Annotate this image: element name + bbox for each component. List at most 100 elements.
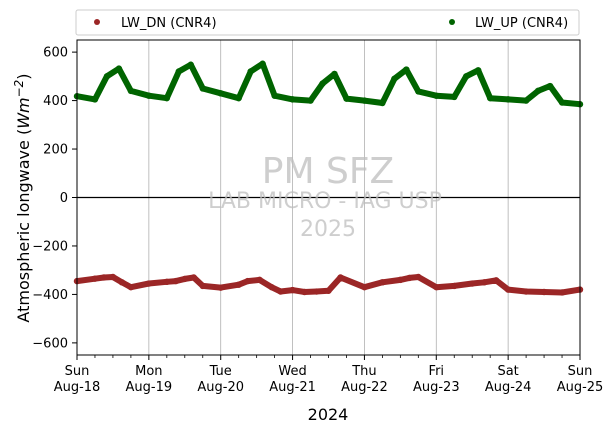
lw-up-point xyxy=(91,96,99,103)
x-tick-date: Aug-19 xyxy=(126,380,173,395)
lw-up-point xyxy=(475,67,482,74)
legend: LW_DN (CNR4) LW_UP (CNR4) xyxy=(75,9,580,36)
x-tick-date: Aug-22 xyxy=(341,380,388,395)
x-tick-day: Mon xyxy=(135,364,162,379)
lw-dn-point xyxy=(522,288,530,295)
lw-dn-point xyxy=(100,274,108,281)
lw-up-point xyxy=(235,94,242,102)
y-axis-label-text: Atmospheric longwave ( xyxy=(14,129,33,323)
lw-up-point xyxy=(187,61,194,68)
lw-up-point xyxy=(391,75,398,82)
lw-dn-point xyxy=(325,287,332,294)
x-tick-date: Aug-21 xyxy=(269,380,316,395)
watermark-subtitle: LAB MICRO - IAG USP xyxy=(208,189,442,214)
lw-dn-point xyxy=(118,279,126,286)
y-axis-label-exponent: −2 xyxy=(12,80,26,98)
y-axis: −600 −400 −200 0 200 400 600 xyxy=(32,46,77,351)
lw-dn-point xyxy=(301,288,308,296)
lw-up-point xyxy=(433,92,440,99)
lw-up-point xyxy=(343,95,350,102)
lw-dn-point xyxy=(480,279,488,286)
watermark-year: 2025 xyxy=(300,217,356,242)
lw-up-point xyxy=(486,94,494,102)
lw-dn-point xyxy=(397,276,404,284)
lw-dn-point xyxy=(433,283,440,291)
lw-dn-point xyxy=(289,286,296,294)
lw-up-point xyxy=(451,93,458,101)
lw-up-point xyxy=(175,68,182,75)
lw-up-point xyxy=(558,99,566,106)
legend-label-lw-dn: LW_DN (CNR4) xyxy=(121,16,217,31)
x-tick-label: Wed Aug-21 xyxy=(269,364,316,395)
lw-up-point xyxy=(271,92,278,99)
lw-up-point xyxy=(415,88,422,95)
lw-dn-point xyxy=(361,283,368,291)
lw-dn-point xyxy=(337,274,344,281)
y-axis-label-close: ) xyxy=(14,73,33,79)
lw-up-point xyxy=(522,97,530,104)
x-tick-day: Sat xyxy=(497,364,518,379)
x-tick-day: Sun xyxy=(65,364,90,379)
x-tick-label: Thu Aug-22 xyxy=(341,364,388,395)
lw-up-point xyxy=(319,80,326,87)
lw-up-point xyxy=(163,94,171,102)
lw-up-point xyxy=(403,66,410,73)
lw-up-point xyxy=(115,65,123,72)
x-tick-label: Sat Aug-24 xyxy=(485,364,532,395)
x-tick-label: Sun Aug-18 xyxy=(54,364,101,395)
lw-dn-point xyxy=(127,283,135,291)
lw-dn-point xyxy=(190,274,197,281)
lw-dn-point xyxy=(145,280,153,287)
lw-up-point xyxy=(463,73,470,80)
legend-frame xyxy=(75,9,580,36)
lw-up-point xyxy=(504,96,512,103)
lw-up-point xyxy=(127,87,135,95)
y-tick-label: 400 xyxy=(43,94,68,109)
lw-up-point xyxy=(199,85,206,92)
lw-up-point xyxy=(217,90,224,97)
lw-dn-point xyxy=(217,284,224,291)
lw-up-point xyxy=(103,73,111,80)
x-tick-date: Aug-18 xyxy=(54,380,101,395)
x-tick-day: Wed xyxy=(278,364,306,379)
plot-area: PM SFZ LAB MICRO - IAG USP 2025 xyxy=(73,39,584,356)
lw-dn-point xyxy=(313,288,320,295)
lw-dn-point xyxy=(199,282,206,290)
x-tick-date: Aug-20 xyxy=(197,380,244,395)
lw-dn-point xyxy=(406,274,413,282)
series-lw-up xyxy=(73,60,584,108)
lw-up-point xyxy=(379,99,386,107)
lw-up-point xyxy=(145,92,153,99)
x-tick-label: Mon Aug-19 xyxy=(126,364,173,395)
lw-dn-point xyxy=(451,282,458,290)
y-axis-label: Atmospheric longwave (Wm−2) xyxy=(12,73,33,322)
x-tick-day: Fri xyxy=(429,364,445,379)
lw-dn-point xyxy=(109,273,117,281)
y-tick-label: −600 xyxy=(32,336,68,351)
lw-dn-point xyxy=(504,286,512,293)
lw-dn-point xyxy=(172,277,180,285)
lw-up-point xyxy=(259,60,266,67)
legend-marker-lw-up xyxy=(449,19,455,25)
lw-up-point xyxy=(534,87,542,95)
lw-up-point xyxy=(331,70,338,78)
lw-dn-point xyxy=(492,277,500,284)
lw-up-point xyxy=(361,97,368,104)
lw-dn-point xyxy=(235,281,242,288)
lw-dn-point xyxy=(163,278,171,286)
lw-dn-point xyxy=(244,277,251,285)
lw-up-point xyxy=(247,68,254,75)
x-tick-date: Aug-25 xyxy=(557,380,604,395)
lw-dn-point xyxy=(540,288,548,296)
lw-dn-point xyxy=(91,275,99,282)
lw-up-point xyxy=(289,96,296,103)
y-axis-label-unit: Wm xyxy=(14,97,33,128)
lw-up-point xyxy=(307,97,314,104)
series-lw-dn xyxy=(73,273,584,296)
y-tick-label: 0 xyxy=(60,191,68,206)
legend-marker-lw-dn xyxy=(94,19,100,25)
lw-dn-point xyxy=(469,280,476,287)
y-tick-label: −200 xyxy=(32,239,68,254)
